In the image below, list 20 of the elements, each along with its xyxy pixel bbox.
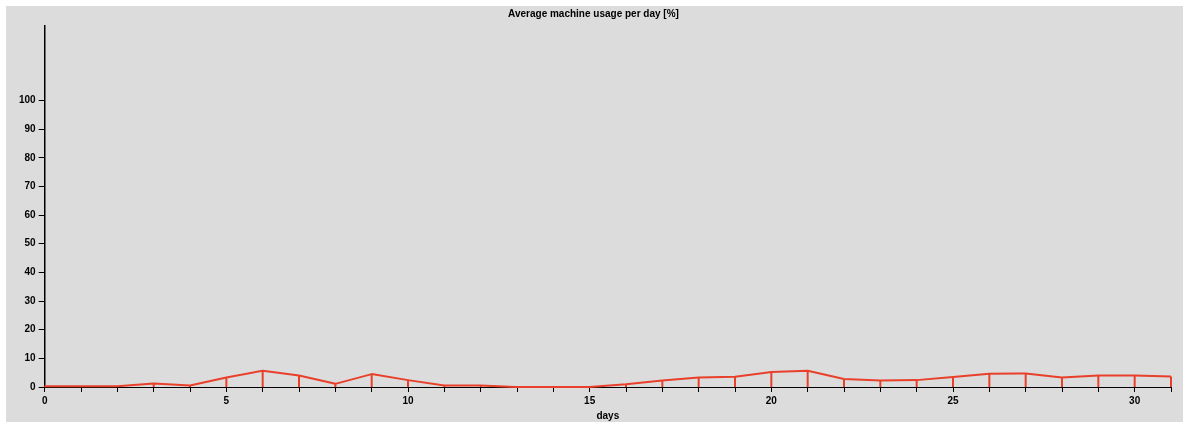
y-tick-label: 30 [24,294,37,306]
y-tick-label: 80 [24,151,37,163]
x-tick-label: 10 [402,394,415,406]
y-tick-label: 20 [24,323,37,335]
y-tick-label: 70 [24,180,37,192]
x-tick-label: 0 [41,394,48,406]
x-tick-label: 30 [1129,394,1141,406]
x-tick-label: 25 [947,394,959,406]
x-tick-label: 15 [584,394,596,406]
x-axis-title: days [596,409,620,421]
y-tick-label: 40 [24,266,37,278]
x-tick-label: 20 [765,394,778,406]
y-tick-label: 0 [30,380,37,392]
y-tick-label: 90 [24,122,37,134]
chart-title: Average machine usage per day [%] [508,7,679,19]
y-tick-label: 50 [24,237,37,249]
y-tick-label: 100 [19,94,37,106]
y-tick-label: 60 [24,208,37,220]
y-tick-label: 10 [24,352,37,364]
x-tick-label: 5 [223,394,230,406]
